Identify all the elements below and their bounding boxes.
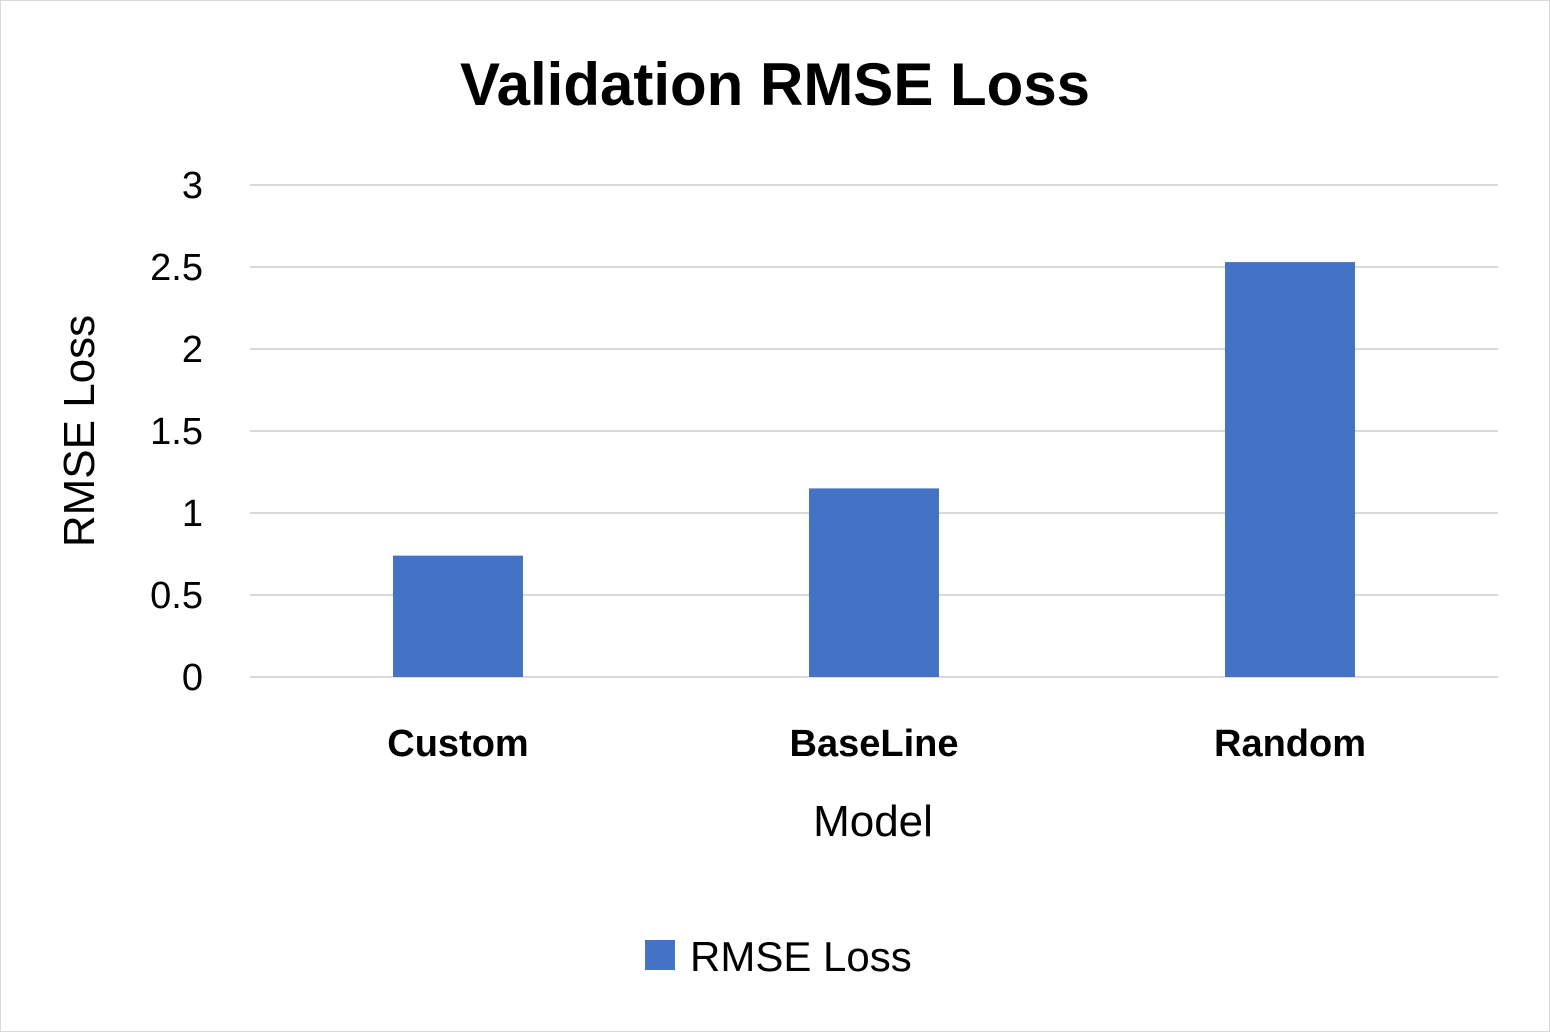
bar-custom bbox=[393, 555, 523, 677]
category-label: BaseLine bbox=[790, 723, 959, 765]
bar-baseline bbox=[809, 488, 939, 677]
y-tick-label: 1 bbox=[182, 493, 203, 535]
y-tick-labels: 0 0.5 1 1.5 2 2.5 3 bbox=[150, 165, 203, 699]
bars bbox=[393, 262, 1355, 677]
legend-label: RMSE Loss bbox=[690, 933, 912, 980]
y-tick-label: 2 bbox=[182, 329, 203, 371]
category-label: Random bbox=[1214, 723, 1366, 765]
y-tick-label: 2.5 bbox=[150, 247, 203, 289]
legend: RMSE Loss bbox=[645, 933, 912, 980]
y-tick-label: 0.5 bbox=[150, 575, 203, 617]
category-labels: Custom BaseLine Random bbox=[387, 723, 1366, 765]
y-tick-label: 3 bbox=[182, 165, 203, 207]
y-tick-label: 1.5 bbox=[150, 411, 203, 453]
legend-swatch bbox=[645, 940, 675, 970]
category-label: Custom bbox=[387, 723, 528, 765]
chart-title: Validation RMSE Loss bbox=[460, 51, 1090, 118]
bar-random bbox=[1225, 262, 1355, 677]
x-axis-label: Model bbox=[813, 797, 933, 846]
y-tick-label: 0 bbox=[182, 657, 203, 699]
y-axis-label: RMSE Loss bbox=[55, 315, 104, 547]
